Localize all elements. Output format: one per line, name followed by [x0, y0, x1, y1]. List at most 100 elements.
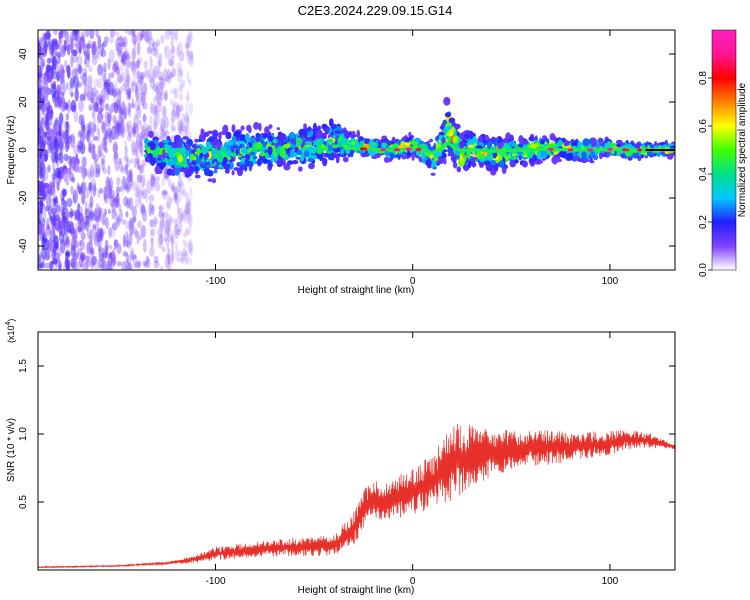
spectrogram-noise-mark	[173, 87, 179, 100]
spectrogram-signal-mark	[477, 135, 483, 144]
spectrogram-noise-mark	[113, 151, 119, 160]
spectrogram-noise-mark	[108, 132, 112, 141]
spectrogram-signal-mark	[262, 142, 267, 148]
spectrogram-noise-mark	[95, 30, 99, 38]
spectrogram-noise-mark	[70, 54, 74, 68]
spectrogram-noise-mark	[38, 46, 41, 59]
spectrogram-signal-mark	[335, 156, 340, 164]
spectrogram-noise-mark	[131, 30, 136, 38]
spectrogram-noise-mark	[92, 183, 97, 197]
snr-x-tick-label: -100	[205, 576, 225, 587]
spectrogram-noise-mark	[169, 71, 173, 79]
spectrogram-noise-mark	[69, 208, 74, 219]
spectrogram-signal-mark	[195, 157, 202, 165]
spectrogram-signal-mark	[267, 163, 274, 168]
spectrogram-noise-mark	[71, 227, 78, 243]
spectrogram-noise-mark	[137, 119, 142, 126]
spectrogram-signal-mark	[324, 146, 329, 151]
spectrogram-noise-mark	[180, 251, 187, 262]
spectrogram-noise-mark	[166, 236, 170, 250]
spectrogram-signal-mark	[317, 125, 322, 131]
spectrogram-noise-mark	[136, 260, 142, 268]
spectrogram-signal-mark	[518, 135, 524, 144]
spectrogram-noise-mark	[122, 251, 128, 257]
spectrogram-noise-mark	[153, 117, 158, 124]
spectrogram-signal-mark	[540, 139, 545, 145]
spectrogram-noise-mark	[100, 258, 107, 270]
spectrogram-noise-mark	[177, 221, 183, 233]
spectrogram-noise-mark	[121, 219, 127, 225]
spectrogram-signal-mark	[191, 160, 198, 166]
spectrogram-signal-mark	[190, 149, 196, 154]
spectrogram-noise-mark	[163, 237, 168, 243]
spectrogram-noise-mark	[171, 45, 176, 54]
spectrogram-noise-mark	[44, 262, 51, 269]
spectrogram-noise-mark	[122, 234, 126, 248]
spectrogram-noise-mark	[122, 101, 126, 116]
spectrogram-signal-mark	[299, 154, 305, 162]
spectrogram-noise-mark	[119, 71, 126, 81]
spectrogram-noise-mark	[54, 167, 61, 179]
spectrogram-signal-mark	[563, 140, 570, 147]
spectrogram-noise-mark	[155, 89, 162, 101]
spectrogram-noise-mark	[123, 154, 129, 162]
spectrogram-noise-mark	[185, 102, 189, 114]
spectrogram-noise-mark	[72, 189, 79, 204]
spectrogram-noise-mark	[162, 190, 169, 196]
spectrogram-noise-mark	[70, 99, 77, 113]
spectrogram-noise-mark	[67, 99, 72, 114]
spectrogram-noise-mark	[129, 217, 135, 229]
spectrogram-noise-mark	[65, 252, 69, 267]
spectrogram-noise-mark	[139, 174, 145, 189]
spectrogram-signal-mark	[317, 147, 323, 155]
snr-y-tick-label: 1.0	[18, 427, 29, 441]
spectrogram-signal-mark	[194, 174, 201, 179]
spectrogram-noise-mark	[70, 185, 74, 195]
spectrogram-noise-mark	[88, 65, 93, 73]
spectrogram-noise-mark	[150, 237, 154, 247]
spectrogram-signal-mark	[227, 140, 232, 146]
spectrogram-noise-mark	[157, 227, 164, 237]
spectrogram-signal-mark	[253, 122, 260, 130]
spectrogram-noise-mark	[118, 186, 123, 192]
spectrogram-noise-mark	[103, 186, 107, 200]
spectrogram-noise-mark	[65, 82, 70, 91]
spectrogram-noise-mark	[131, 142, 137, 156]
spectrogram-noise-mark	[170, 237, 175, 248]
spectrogram-signal-mark	[249, 140, 255, 144]
spectrogram-noise-mark	[182, 239, 188, 245]
spectrogram-noise-mark	[121, 54, 125, 63]
spectrogram-signal-mark	[490, 159, 497, 166]
spectrogram-noise-mark	[64, 140, 70, 153]
spectrogram-noise-mark	[119, 209, 123, 222]
spectrogram-noise-mark	[146, 258, 151, 268]
spectrogram-noise-mark	[87, 167, 93, 181]
spectrogram-noise-mark	[49, 230, 53, 239]
spectrogram-signal-mark	[176, 138, 181, 142]
spectrogram-noise-mark	[97, 35, 102, 49]
spectrogram-noise-mark	[103, 36, 110, 43]
spectrogram-signal-mark	[291, 139, 297, 146]
spectrogram-noise-mark	[182, 128, 187, 137]
spectrogram-signal-mark	[163, 158, 170, 163]
spectrogram-noise-mark	[56, 261, 62, 269]
spectrogram-signal-mark	[616, 139, 621, 144]
spectrogram-noise-mark	[86, 43, 92, 50]
spectrogram-noise-mark	[135, 106, 141, 120]
spectrogram-noise-mark	[52, 70, 58, 80]
spectrogram-signal-mark	[262, 132, 268, 139]
spectrogram-noise-mark	[171, 245, 175, 261]
spectrogram-noise-mark	[38, 103, 43, 110]
spectrogram-signal-mark	[161, 161, 167, 168]
spectrogram-signal-mark	[398, 151, 402, 155]
spectrogram-noise-mark	[172, 103, 177, 118]
spectrogram-noise-mark	[62, 216, 67, 222]
spectrogram-noise-mark	[42, 104, 47, 116]
spectrogram-noise-mark	[46, 135, 52, 141]
spectrogram-noise-mark	[80, 232, 86, 240]
spectrogram-noise-mark	[166, 254, 171, 265]
spectrogram-noise-mark	[146, 68, 151, 78]
spectrogram-noise-mark	[44, 182, 50, 197]
spectrogram-noise-mark	[130, 140, 137, 153]
spectrogram-noise-mark	[154, 109, 159, 119]
